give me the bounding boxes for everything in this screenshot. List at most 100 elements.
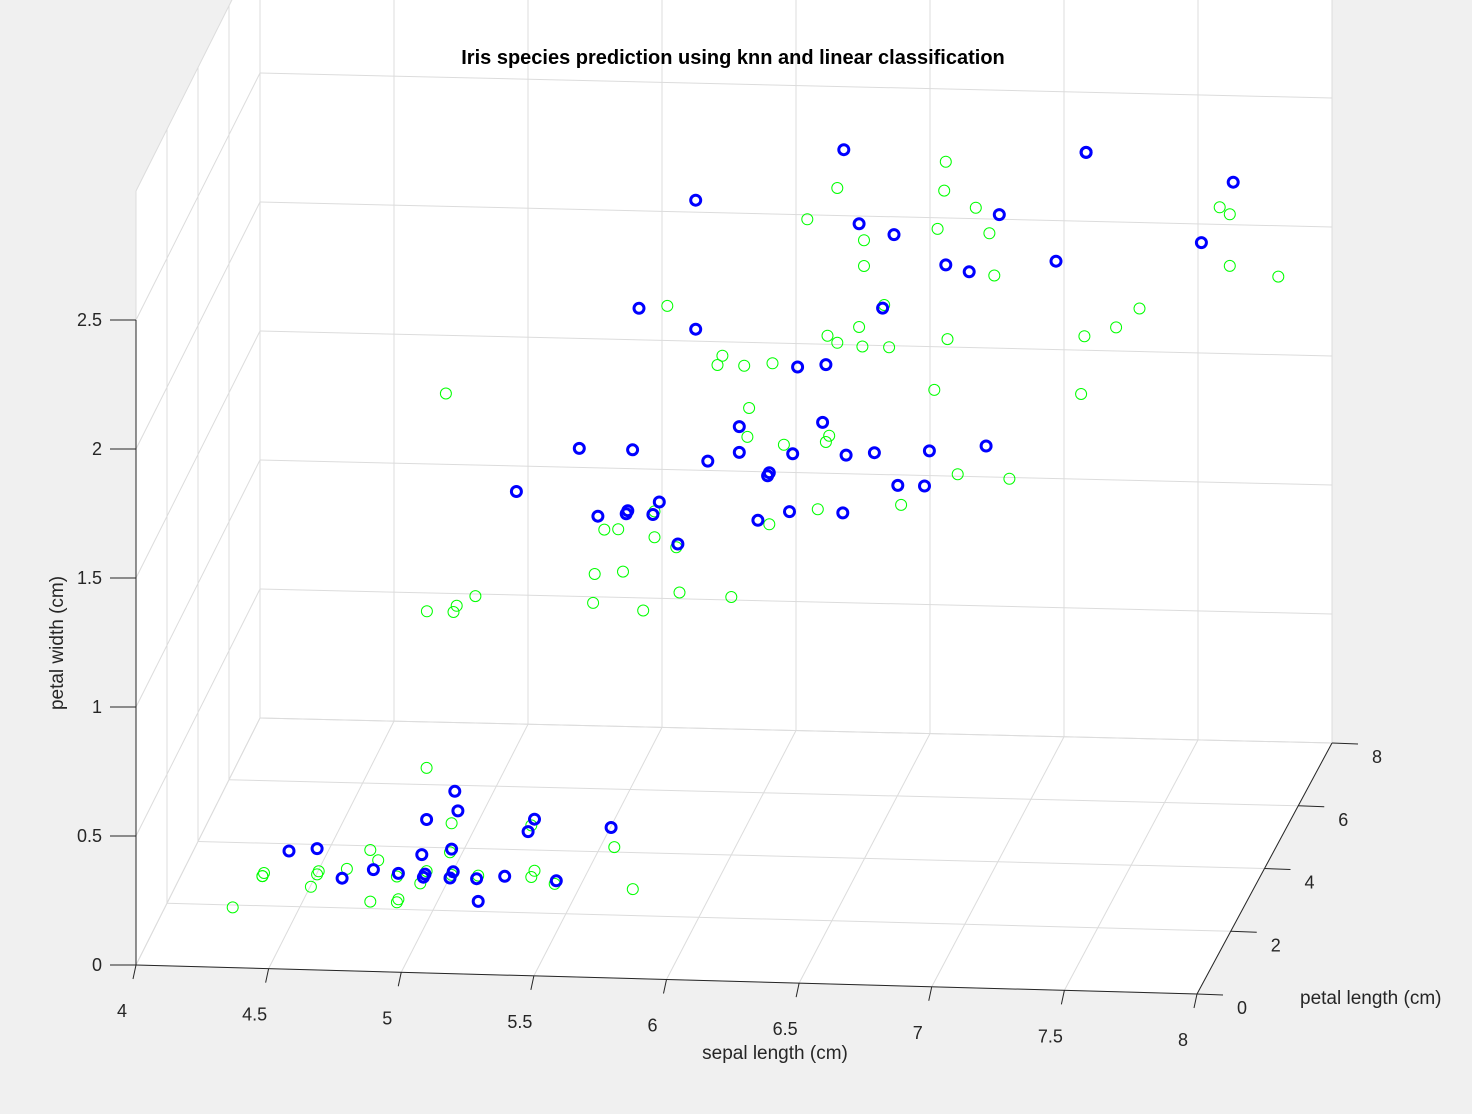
x-tick	[1060, 990, 1065, 1005]
y-tick	[1230, 930, 1257, 933]
z-tick-label: 0.5	[77, 826, 102, 846]
predicted-point	[876, 301, 890, 315]
data-point	[612, 523, 625, 536]
y-tick-label: 8	[1372, 747, 1382, 767]
predicted-point	[521, 825, 535, 839]
y-grid-floor	[228, 779, 1299, 807]
data-point	[858, 260, 870, 272]
x-tick	[795, 983, 800, 998]
tick-labels: 4 4.5 5 5.5 6 6.5 7 7.5 8 0 2 4 6 8 0 0.5 1 1.5 2 2.5	[77, 310, 1382, 1050]
z-grid-side	[135, 0, 233, 192]
data-point	[716, 349, 729, 362]
y-tick	[1264, 868, 1291, 870]
predicted-point	[498, 869, 512, 883]
predicted-point	[626, 443, 640, 457]
data-point	[853, 321, 866, 333]
data-point	[1133, 302, 1146, 315]
data-point	[1272, 270, 1285, 283]
y-tick-label: 0	[1237, 998, 1247, 1018]
predicted-point	[837, 143, 851, 157]
predicted-point	[415, 848, 429, 862]
predicted-point	[836, 506, 850, 520]
predicted-point	[391, 866, 405, 880]
predicted-point	[671, 537, 685, 551]
data-point	[588, 568, 601, 580]
x-tick	[530, 975, 535, 990]
x-tick	[1193, 993, 1198, 1009]
predicted-point	[621, 504, 635, 518]
z-grid-back	[259, 201, 1333, 228]
predicted-point	[420, 813, 434, 826]
y-tick	[1331, 742, 1359, 745]
x-tick-label: 5	[382, 1008, 392, 1028]
data-point	[648, 531, 661, 544]
y-tick	[1196, 993, 1224, 996]
x-tick	[928, 986, 933, 1001]
predicted-point	[509, 485, 523, 498]
x-tick-label: 4	[117, 1001, 127, 1021]
data-point	[711, 359, 724, 371]
z-grid-side	[135, 330, 261, 579]
z-grid-side	[135, 201, 261, 450]
data-point	[608, 841, 621, 854]
predicted-point	[632, 301, 646, 315]
scatter-points	[226, 143, 1285, 914]
data-point	[439, 387, 452, 400]
x-tick	[663, 979, 667, 994]
data-point	[811, 503, 824, 516]
data-point	[763, 518, 776, 531]
data-point	[258, 867, 270, 879]
predicted-point	[732, 420, 746, 434]
x-tick-label: 7.5	[1038, 1026, 1063, 1046]
predicted-point	[416, 870, 430, 884]
data-point	[525, 819, 538, 832]
data-point	[420, 761, 433, 774]
data-point	[983, 227, 996, 240]
data-point	[1223, 259, 1236, 272]
y-tick	[1298, 805, 1325, 808]
data-point	[988, 269, 1001, 282]
predicted-point	[689, 193, 703, 207]
predicted-point	[887, 228, 901, 242]
predicted-point	[528, 812, 541, 826]
predicted-point	[1049, 254, 1063, 268]
z-grid-back	[259, 588, 1333, 615]
x-axis-label: sepal length (cm)	[702, 1043, 848, 1064]
data-point	[856, 340, 869, 353]
predicted-point	[761, 469, 775, 483]
z-tick-label: 1	[92, 697, 102, 717]
z-grid-back	[259, 72, 1333, 99]
data-point	[938, 184, 951, 197]
data-point	[1075, 388, 1088, 400]
data-point	[637, 604, 650, 617]
z-tick-label: 0	[92, 955, 102, 975]
data-point	[801, 213, 814, 226]
predicted-point	[310, 842, 324, 856]
data-point	[823, 429, 836, 442]
data-point	[969, 201, 982, 214]
z-grid-back	[259, 717, 1333, 744]
data-point	[831, 182, 844, 194]
predicted-point	[572, 441, 586, 455]
data-point	[1003, 472, 1016, 485]
predicted-point	[689, 322, 703, 336]
predicted-point	[470, 872, 484, 886]
data-point	[777, 438, 790, 451]
data-point	[951, 468, 964, 481]
z-tick-label: 2.5	[77, 310, 102, 330]
x-tick-label: 5.5	[507, 1012, 532, 1032]
predicted-point	[1194, 236, 1208, 250]
data-point	[831, 336, 844, 349]
predicted-point	[366, 863, 380, 877]
z-tick-label: 1.5	[77, 568, 102, 588]
predicted-point	[979, 439, 993, 453]
data-point	[883, 341, 896, 354]
chart-title: Iris species prediction using knn and li…	[461, 47, 1005, 69]
data-point	[617, 565, 629, 578]
data-point	[1078, 330, 1091, 343]
data-point	[256, 870, 269, 883]
z-grid-side	[135, 459, 261, 708]
data-point	[447, 606, 460, 618]
predicted-point	[448, 784, 462, 798]
